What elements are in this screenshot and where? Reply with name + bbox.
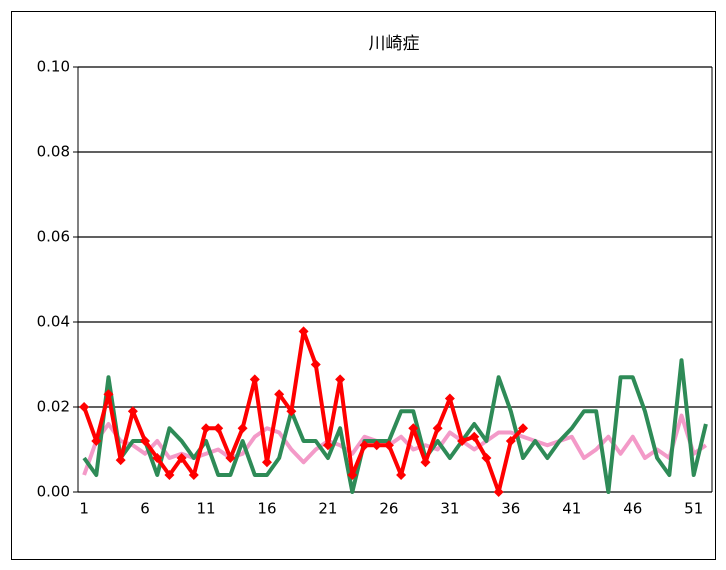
y-tick-label: 0.00 (37, 483, 70, 501)
point-marker (274, 389, 285, 400)
point-marker (469, 431, 480, 442)
x-tick-label: 16 (257, 500, 276, 518)
point-marker (457, 436, 468, 446)
x-tick-label: 21 (318, 500, 337, 518)
point-marker (176, 453, 187, 463)
point-marker (396, 470, 407, 480)
point-marker (286, 406, 297, 417)
point-marker (420, 457, 431, 468)
point-marker (335, 374, 346, 385)
point-marker (127, 406, 138, 417)
point-marker (91, 436, 102, 446)
point-marker (201, 423, 212, 434)
chart-title: 川崎症 (369, 34, 420, 54)
point-marker (298, 326, 309, 337)
point-marker (310, 359, 321, 370)
point-marker (481, 453, 492, 463)
point-marker (493, 487, 504, 497)
y-tick-label: 0.02 (37, 398, 70, 416)
point-marker (505, 436, 516, 446)
point-marker (371, 440, 382, 451)
x-tick-label: 1 (79, 500, 89, 518)
chart-border (11, 11, 716, 560)
x-tick-label: 6 (140, 500, 150, 518)
point-marker (408, 423, 419, 434)
point-marker (140, 436, 151, 446)
point-marker (188, 470, 199, 480)
point-marker (79, 402, 90, 412)
point-marker (213, 423, 224, 434)
point-marker (444, 393, 455, 404)
x-tick-label: 36 (501, 500, 520, 518)
point-marker (359, 440, 370, 451)
y-tick-label: 0.08 (37, 143, 70, 161)
y-tick-label: 0.10 (37, 58, 70, 76)
point-marker (164, 470, 175, 480)
x-tick-label: 46 (623, 500, 642, 518)
point-marker (347, 470, 358, 480)
x-tick-label: 31 (440, 500, 459, 518)
point-marker (383, 440, 394, 451)
series-line (82, 358, 708, 494)
point-marker (237, 423, 248, 434)
point-marker (103, 389, 114, 400)
point-marker (249, 374, 260, 385)
x-tick-label: 51 (684, 500, 703, 518)
point-marker (261, 457, 272, 468)
x-tick-label: 11 (196, 500, 215, 518)
y-tick-label: 0.06 (37, 228, 70, 246)
point-marker (225, 453, 236, 463)
point-marker (518, 423, 529, 434)
y-tick-label: 0.04 (37, 313, 70, 331)
point-marker (152, 453, 163, 463)
x-tick-label: 41 (562, 500, 581, 518)
point-marker (432, 423, 443, 434)
point-marker (322, 440, 333, 451)
point-marker (115, 455, 126, 466)
x-tick-label: 26 (379, 500, 398, 518)
